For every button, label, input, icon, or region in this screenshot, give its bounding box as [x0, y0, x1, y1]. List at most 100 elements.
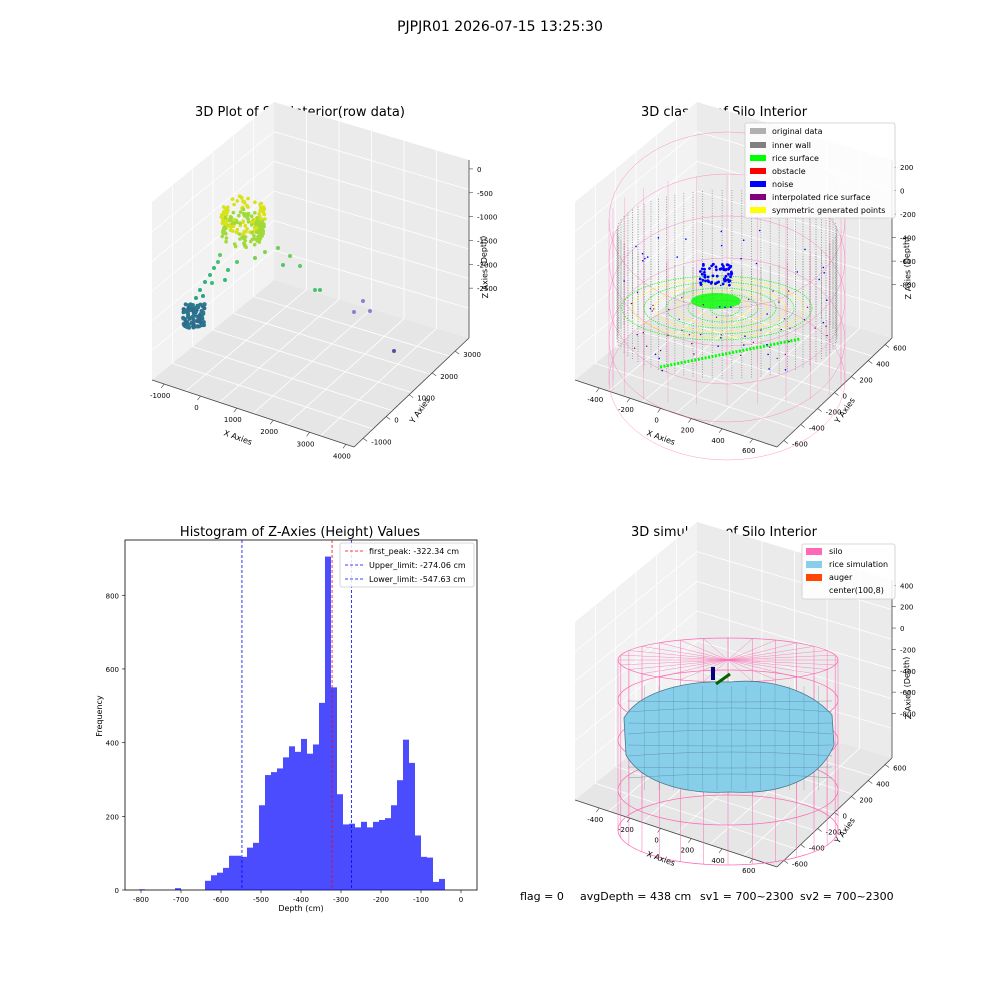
p2-x-tick-label: 0 — [654, 416, 658, 424]
noise-point — [718, 267, 722, 271]
raw-data-point — [198, 320, 203, 325]
noise-point — [699, 270, 702, 273]
raw-data-point — [216, 260, 220, 264]
rice-mesh-line — [627, 751, 833, 757]
histogram-bar — [331, 687, 337, 890]
p4-z-tick-label: -600 — [900, 689, 916, 697]
silo-wire-roof — [727, 659, 836, 666]
p4-x-tick-label: -400 — [587, 816, 603, 824]
noise-point — [724, 274, 728, 278]
depth-histogram: Histogram of Z-Axies (Height) Values -80… — [95, 525, 478, 913]
histogram-bar — [229, 855, 235, 890]
rice-mesh-line — [627, 766, 833, 769]
p2-y-tick-mark — [800, 424, 805, 428]
raw-data-point — [224, 207, 228, 211]
raw-data-point — [229, 225, 233, 230]
p2-z-tick-label: -400 — [900, 235, 916, 243]
noise-point — [767, 353, 769, 356]
p1-z-tick-label: -2500 — [477, 285, 497, 293]
raw-plot-z-ticks: 0 -500 -1000 -1500 -2000 -2500 — [469, 166, 497, 293]
raw-data-point — [244, 245, 248, 249]
p2-x-tick-label: 600 — [742, 447, 755, 455]
raw-data-point — [240, 235, 245, 239]
histogram-x-tick-label: -400 — [293, 896, 309, 904]
classify-plot-y-ticks: -600-400-2000 200 400 600 — [783, 344, 906, 448]
silo-wire-roof — [620, 654, 729, 661]
p1-x-tick-mark — [197, 395, 201, 401]
raw-data-point — [253, 211, 257, 215]
noise-point — [641, 252, 644, 255]
silo-wire-roof — [641, 646, 729, 661]
raw-data-point — [181, 315, 186, 320]
histogram-bar — [337, 794, 343, 890]
raw-data-point — [241, 207, 246, 212]
noise-point — [740, 257, 742, 260]
p4-z-tick-label: -400 — [900, 668, 916, 676]
histogram-bar — [349, 823, 355, 890]
raw-data-point — [231, 210, 236, 215]
raw-data-point — [227, 218, 232, 223]
histogram-bar — [211, 875, 217, 890]
simulation-3d-plot: 3D simulation of Silo Interior -400-2000… — [574, 522, 916, 875]
raw-data-point — [281, 263, 285, 267]
histogram-bar — [283, 757, 289, 890]
p4-z-tick-label: 400 — [900, 582, 913, 590]
interpolated-point — [693, 353, 695, 355]
interpolated-point — [630, 302, 633, 305]
interpolated-point — [826, 334, 828, 337]
p2-x-tick-mark — [595, 387, 600, 393]
histogram-bar — [241, 856, 247, 890]
p2-x-tick-mark — [718, 428, 723, 433]
p1-y-axis-line — [353, 337, 470, 448]
noise-point — [728, 283, 731, 287]
histogram-bar — [301, 738, 307, 890]
raw-data-point — [259, 201, 264, 206]
raw-data-point — [201, 294, 205, 298]
interpolated-point — [633, 347, 636, 349]
raw-data-point — [224, 236, 229, 240]
noise-point — [712, 262, 715, 266]
raw-data-point — [298, 264, 302, 268]
p1-x-tick-label: 3000 — [297, 440, 315, 448]
histogram-bar — [217, 872, 223, 890]
p2-x-tick-label: -400 — [587, 396, 603, 404]
raw-data-point — [246, 217, 250, 221]
legend-symmetric-points: symmetric generated points — [772, 206, 885, 215]
noise-point — [676, 256, 678, 258]
raw-data-point — [252, 234, 256, 238]
p2-floor-pane — [575, 280, 892, 447]
histogram-bar — [295, 751, 301, 890]
histogram-x-tick-label: -700 — [173, 896, 189, 904]
histogram-x-tick-label: -300 — [333, 896, 349, 904]
p2-y-tick-mark — [817, 408, 822, 412]
raw-plot-z-label: Z Axies (Depth) — [479, 236, 490, 299]
raw-data-point — [203, 280, 207, 284]
raw-data-point — [392, 349, 396, 353]
histogram-x-tick-label: -100 — [413, 896, 429, 904]
raw-data-point — [254, 230, 259, 234]
interpolated-point — [783, 318, 786, 320]
p2-x-tick-mark — [688, 418, 692, 423]
sv1-text: sv1 = 700~2300 — [700, 890, 794, 903]
legend-swatch-symmetric — [750, 207, 766, 213]
noise-point — [730, 306, 732, 308]
avg-depth-text: avgDepth = 438 cm — [580, 890, 691, 903]
raw-data-point — [262, 212, 267, 217]
silo-wire-roof — [703, 659, 729, 682]
histogram-bar — [403, 739, 409, 890]
p1-x-tick-mark — [233, 407, 238, 413]
noise-point — [654, 353, 657, 356]
raw-data-point — [184, 308, 188, 313]
raw-data-point — [288, 254, 292, 258]
silo-wire-roof — [727, 659, 797, 678]
noise-point — [699, 281, 702, 285]
raw-data-point — [318, 288, 322, 292]
raw-data-point — [259, 227, 263, 231]
histogram-x-tick-label: -600 — [213, 896, 229, 904]
histogram-bar — [415, 835, 421, 890]
noise-point — [715, 268, 718, 272]
interpolated-point — [740, 354, 742, 357]
legend-upper-limit: Upper_limit: -274.06 cm — [369, 561, 466, 570]
interpolated-point — [803, 319, 806, 321]
noise-point — [826, 299, 828, 302]
